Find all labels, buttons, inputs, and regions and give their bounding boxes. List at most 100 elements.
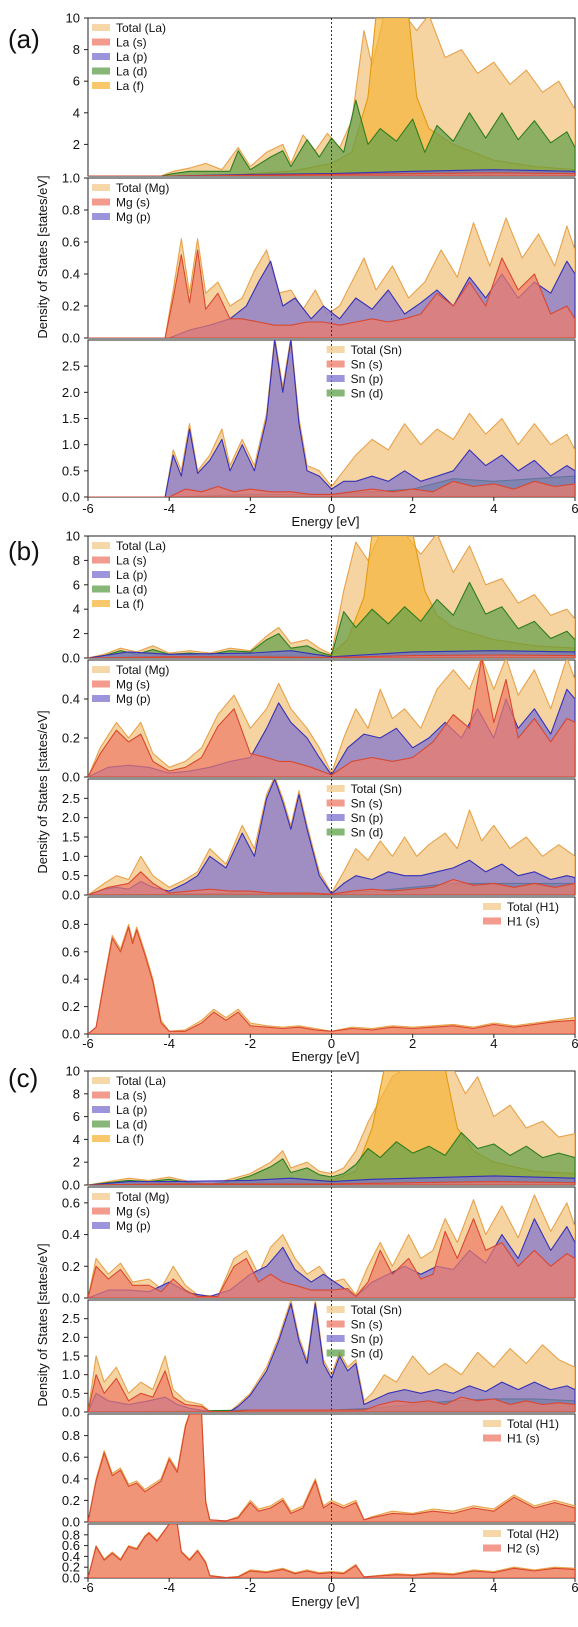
legend: Total (La)La (s)La (p)La (d)La (f) xyxy=(92,21,166,93)
legend-swatch xyxy=(92,213,110,220)
legend-swatch xyxy=(483,903,501,910)
y-tick-label: 1.5 xyxy=(62,830,80,845)
y-tick-label: 0.2 xyxy=(62,1259,80,1274)
series-area-la-s xyxy=(88,654,575,658)
legend-label: Total (Sn) xyxy=(351,343,402,357)
y-tick-label: 0.0 xyxy=(62,651,80,666)
legend-swatch xyxy=(326,828,345,836)
subplot-0-0: 10 8 6 4 2 Total (La)La (s)La (p)La (d)La (f) xyxy=(66,11,576,177)
legend-label: Sn (s) xyxy=(351,358,383,372)
y-tick-label: 2.0 xyxy=(62,1330,80,1345)
legend-label: Total (Mg) xyxy=(116,181,169,195)
legend-swatch xyxy=(92,695,110,702)
subplot-2-4: 0.80.60.40.20.0 Total (H2)H2 (s) xyxy=(62,1523,576,1586)
y-tick-label: 1.0 xyxy=(62,437,80,452)
legend-label: Total (La) xyxy=(116,539,166,553)
legend-swatch xyxy=(326,799,345,807)
legend-swatch xyxy=(92,53,110,60)
legend-label: Sn (d) xyxy=(351,387,384,401)
legend-swatch xyxy=(483,1434,501,1442)
legend-swatch xyxy=(483,1544,501,1552)
legend-label: Total (H1) xyxy=(507,900,559,914)
series-area-total-sn xyxy=(88,340,575,497)
legend-label: La (s) xyxy=(116,36,147,50)
y-tick-label: 0.4 xyxy=(62,692,80,707)
legend-label: H1 (s) xyxy=(507,1432,540,1446)
y-tick-label: 8 xyxy=(73,553,80,568)
legend-label: H2 (s) xyxy=(507,1542,540,1556)
y-tick-label: 1.0 xyxy=(62,1367,80,1382)
y-tick-label: 0.8 xyxy=(62,1527,80,1542)
y-tick-label: 0.4 xyxy=(62,267,80,282)
x-axis-label: Energy [eV] xyxy=(292,1594,360,1609)
legend: Total (La)La (s)La (p)La (d)La (f) xyxy=(92,539,166,611)
y-tick-label: 0.6 xyxy=(62,235,80,250)
y-tick-label: 0.6 xyxy=(62,944,80,959)
legend-swatch xyxy=(483,917,501,925)
subplot-1-3: 0.8 0.6 0.4 0.2 0.0 Total (H1)H1 (s) xyxy=(62,896,576,1042)
series-area-sn-s xyxy=(88,871,575,895)
y-axis-label: Density of States [states/eV] xyxy=(35,710,50,873)
legend-label: Sn (d) xyxy=(351,826,384,840)
legend-swatch xyxy=(326,1349,345,1357)
legend-swatch xyxy=(92,1135,110,1142)
y-tick-label: 0.6 xyxy=(62,1538,80,1553)
legend-label: La (d) xyxy=(116,583,147,597)
legend: Total (H2)H2 (s) xyxy=(483,1527,559,1556)
y-tick-label: 0.0 xyxy=(62,1027,80,1042)
legend-swatch xyxy=(483,1420,501,1427)
y-tick-label: 0.5 xyxy=(62,1386,80,1401)
y-tick-label: 0.5 xyxy=(62,868,80,883)
y-tick-label: 0.2 xyxy=(62,299,80,314)
legend: Total (Mg)Mg (s)Mg (p) xyxy=(92,663,169,706)
x-axis-label: Energy [eV] xyxy=(292,514,360,529)
legend-swatch xyxy=(92,82,110,89)
y-tick-label: 2 xyxy=(73,137,80,152)
y-tick-label: 0.8 xyxy=(62,917,80,932)
y-tick-label: 10 xyxy=(66,11,80,26)
subplot-1-1: 0.4 0.2 0.0 Total (Mg)Mg (s)Mg (p) xyxy=(62,659,576,785)
legend-swatch xyxy=(92,1222,110,1229)
legend-label: Total (Mg) xyxy=(116,1190,169,1204)
x-tick-label: 0 xyxy=(328,1580,335,1595)
y-tick-label: 0.4 xyxy=(62,972,80,987)
y-tick-label: 0.0 xyxy=(62,1405,80,1420)
y-tick-label: 0.0 xyxy=(62,1515,80,1530)
legend: Total (H1)H1 (s) xyxy=(483,1417,559,1446)
x-tick-label: 0 xyxy=(328,501,335,516)
legend-swatch xyxy=(92,1207,110,1215)
legend-label: Sn (p) xyxy=(351,1332,384,1346)
x-tick-label: -2 xyxy=(245,501,257,516)
y-tick-label: 0.6 xyxy=(62,1450,80,1465)
legend-swatch xyxy=(92,38,110,46)
subplot-1-2: 2.5 2.0 1.5 1.0 0.5 0.0 Total (Sn)Sn (s)Sn (p)… xyxy=(62,778,576,903)
legend: Total (Mg)Mg (s)Mg (p) xyxy=(92,181,169,224)
panel-2: (c)Density of States [states/eV]1086420.… xyxy=(8,1063,578,1609)
legend-label: Total (H1) xyxy=(507,1417,559,1431)
series-area-total-la xyxy=(88,18,575,176)
y-tick-label: 0.4 xyxy=(62,1227,80,1242)
y-tick-label: 0.4 xyxy=(62,1471,80,1486)
legend-swatch xyxy=(326,1306,345,1313)
series-area-h2-s xyxy=(88,1524,575,1578)
legend: Total (Mg)Mg (s)Mg (p) xyxy=(92,1190,169,1233)
legend-swatch xyxy=(483,1530,501,1537)
y-tick-label: 2 xyxy=(73,626,80,641)
subplot-2-1: 0.6 0.4 0.2 0.0 Total (Mg)Mg (s)Mg (p) xyxy=(62,1186,576,1306)
legend-swatch xyxy=(326,375,345,382)
legend-label: Mg (s) xyxy=(116,1205,150,1219)
legend-label: La (p) xyxy=(116,50,147,64)
y-tick-label: 0.0 xyxy=(62,770,80,785)
legend-label: Mg (p) xyxy=(116,692,151,706)
y-tick-label: 2 xyxy=(73,1155,80,1170)
y-tick-label: 0.0 xyxy=(62,1291,80,1306)
subplot-1-0: 10 8 6 4 2 0.0 Total (La)La (s)La (p)La (d)La … xyxy=(62,529,576,666)
legend-label: La (s) xyxy=(116,554,147,568)
legend-swatch xyxy=(92,600,110,607)
legend-label: Sn (s) xyxy=(351,1318,383,1332)
legend-label: Total (H2) xyxy=(507,1527,559,1541)
legend: Total (H1)H1 (s) xyxy=(483,900,559,929)
y-tick-label: 0.2 xyxy=(62,1560,80,1575)
y-tick-label: 0.5 xyxy=(62,463,80,478)
